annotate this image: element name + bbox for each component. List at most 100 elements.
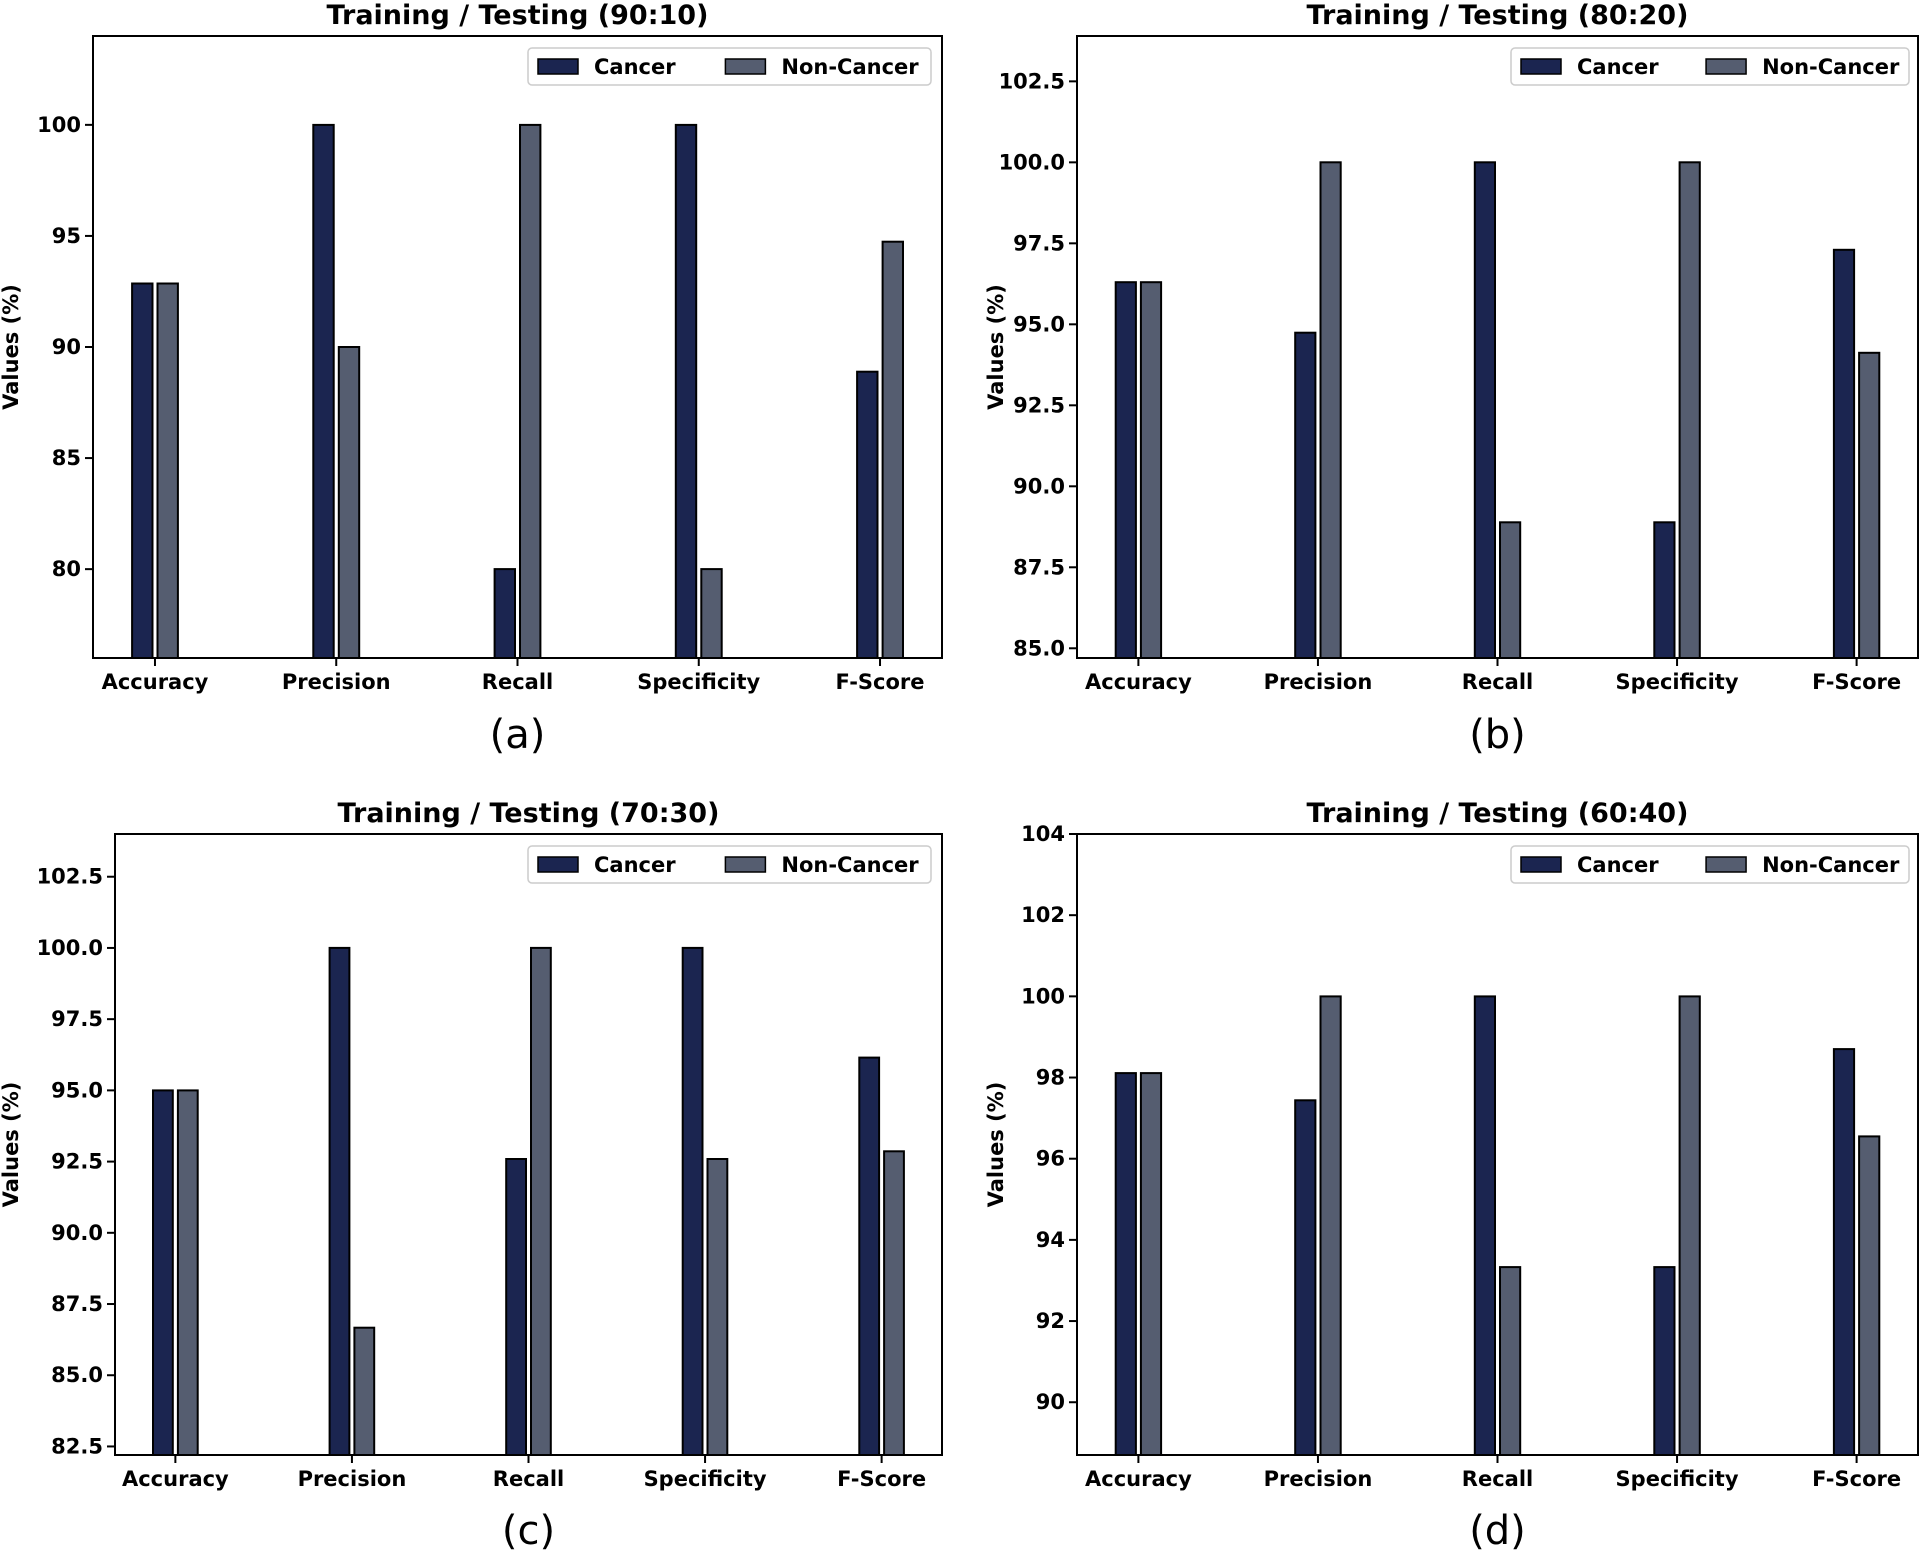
axes-frame (114, 833, 943, 1456)
bar-non-cancer-f-score (1858, 1135, 1881, 1455)
chart-title: Training / Testing (90:10) (327, 0, 709, 31)
chart-panel-1: 80 85 90 95 100 Accuracy Precision Recall Specif… (0, 0, 943, 758)
y-tick-label: 94 (1036, 1228, 1065, 1252)
bar-cancer-specificity (1653, 1266, 1676, 1455)
y-tick-label: 85 (52, 446, 81, 470)
axes-frame (1076, 35, 1919, 659)
bar-non-cancer-precision (353, 1326, 376, 1455)
y-tick-label: 90.0 (1013, 474, 1065, 498)
y-tick-label: 96 (1036, 1147, 1065, 1171)
bar-cancer-f-score (858, 1056, 881, 1455)
chart-title: Training / Testing (60:40) (1307, 798, 1689, 829)
bar-non-cancer-precision (1319, 161, 1342, 658)
y-tick-label: 90 (52, 335, 81, 359)
bar-cancer-recall (1473, 161, 1497, 658)
bar-cancer-precision (312, 123, 335, 658)
legend-label-cancer: Cancer (594, 55, 676, 79)
legend-label-non-cancer: Non-Cancer (781, 55, 919, 79)
legend-label-cancer: Cancer (1577, 55, 1659, 79)
legend-swatch-cancer (1520, 856, 1562, 873)
legend: Cancer Non-Cancer (527, 47, 932, 86)
y-tick-label: 100 (1021, 984, 1065, 1008)
x-tick-label: F-Score (837, 1467, 926, 1491)
y-tick-label: 82.5 (51, 1434, 103, 1458)
bar-non-cancer-f-score (881, 240, 904, 658)
y-tick-label: 104 (1021, 822, 1065, 846)
y-tick-label: 95.0 (1013, 312, 1065, 336)
bar-non-cancer-accuracy (1139, 1072, 1163, 1455)
x-tick-label: Accuracy (1085, 670, 1192, 694)
panel-caption: (c) (502, 1508, 555, 1554)
bars-group (1114, 161, 1881, 658)
bar-cancer-specificity (681, 946, 704, 1455)
bar-non-cancer-accuracy (176, 1089, 199, 1455)
y-tick-label: 102.5 (999, 69, 1065, 93)
x-tick-label: F-Score (1812, 1467, 1901, 1491)
bar-non-cancer-recall (519, 123, 542, 658)
bars-group (1114, 995, 1881, 1455)
y-tick-label: 97.5 (1013, 231, 1065, 255)
x-tick-label: Precision (298, 1467, 407, 1491)
x-tick-label: Accuracy (102, 670, 209, 694)
x-tick-label: Accuracy (1085, 1467, 1192, 1491)
x-tick-label: Precision (1264, 670, 1373, 694)
bar-cancer-precision (1294, 331, 1317, 658)
y-tick-label: 92.5 (1013, 393, 1065, 417)
legend-label-cancer: Cancer (594, 853, 676, 877)
bar-cancer-accuracy (1114, 1072, 1137, 1455)
bar-cancer-accuracy (1114, 281, 1137, 658)
x-tick-label: Recall (1462, 670, 1533, 694)
bar-cancer-f-score (1832, 248, 1856, 658)
chart-panel-3: 82.5 85.0 87.5 90.0 92.5 95.0 97.5 100.0 102.5 Ac… (0, 798, 943, 1554)
x-tick-label: Specificity (1616, 670, 1739, 694)
legend-swatch-cancer (1520, 58, 1562, 75)
bar-non-cancer-specificity (700, 568, 723, 658)
x-tick-label: Recall (493, 1467, 564, 1491)
legend-swatch-cancer (537, 58, 579, 75)
x-tick-label: Specificity (644, 1467, 767, 1491)
y-tick-label: 98 (1036, 1066, 1065, 1090)
bar-non-cancer-specificity (706, 1158, 729, 1455)
y-tick-label: 80 (52, 557, 81, 581)
bar-non-cancer-specificity (1678, 995, 1701, 1455)
x-tick-label: Accuracy (122, 1467, 229, 1491)
x-tick-label: Precision (1264, 1467, 1373, 1491)
bar-non-cancer-specificity (1678, 161, 1701, 658)
legend: Cancer Non-Cancer (1510, 47, 1910, 86)
legend-swatch-non-cancer (724, 856, 767, 873)
y-axis-label: Values (%) (984, 1082, 1008, 1208)
y-tick-label: 85.0 (51, 1363, 103, 1387)
x-tick-label: Specificity (637, 670, 760, 694)
bar-cancer-f-score (856, 370, 879, 658)
x-tick-label: F-Score (1812, 670, 1901, 694)
legend: Cancer Non-Cancer (1510, 845, 1910, 884)
legend-label-non-cancer: Non-Cancer (781, 853, 919, 877)
legend-label-non-cancer: Non-Cancer (1762, 853, 1900, 877)
panel-caption: (b) (1469, 712, 1526, 758)
bar-cancer-f-score (1832, 1048, 1856, 1455)
bar-cancer-accuracy (131, 282, 154, 658)
bar-non-cancer-recall (530, 946, 552, 1455)
legend-swatch-non-cancer (724, 58, 767, 75)
x-tick-label: Precision (282, 670, 391, 694)
bar-non-cancer-precision (1319, 995, 1342, 1455)
bar-cancer-specificity (1653, 521, 1676, 658)
panel-caption: (d) (1469, 1508, 1526, 1554)
axes-frame (92, 35, 943, 659)
y-tick-label: 102.5 (37, 865, 103, 889)
legend-swatch-non-cancer (1705, 58, 1747, 75)
chart-title: Training / Testing (80:20) (1307, 0, 1689, 31)
panel-caption: (a) (490, 712, 546, 758)
bars-group (152, 946, 905, 1455)
y-axis-label: Values (%) (984, 284, 1008, 410)
y-tick-label: 87.5 (1013, 555, 1065, 579)
bar-cancer-recall (493, 568, 517, 658)
y-tick-label: 95.0 (51, 1078, 103, 1102)
y-tick-label: 100 (37, 113, 81, 137)
x-tick-label: Recall (482, 670, 553, 694)
y-tick-label: 87.5 (51, 1292, 103, 1316)
axes-frame (1076, 833, 1919, 1456)
y-tick-label: 100.0 (999, 150, 1065, 174)
